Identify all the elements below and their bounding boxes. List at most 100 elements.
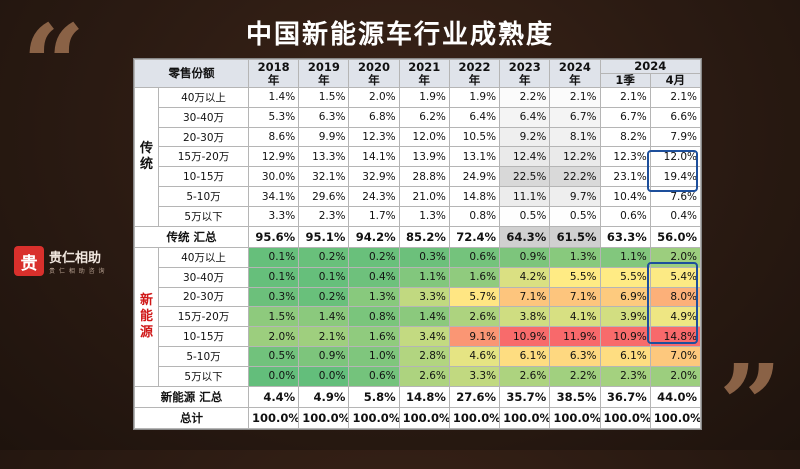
- header-row-1: 零售份额 2018 年 2019 年 2020 年 2021 年 2022 年 2023 年 2024 年 2…: [134, 59, 702, 88]
- total-cell: 100.0%: [298, 406, 350, 430]
- data-cell: 2.0%: [247, 326, 300, 348]
- header-year: 2019 年: [298, 59, 350, 88]
- data-cell: 14.8%: [649, 326, 702, 348]
- data-cell: 1.1%: [398, 266, 450, 288]
- data-cell: 2.3%: [599, 365, 651, 387]
- header-year: 2020 年: [348, 59, 400, 88]
- summary-cell: 5.8%: [348, 385, 400, 408]
- data-cell: 11.9%: [549, 326, 601, 348]
- data-cell: 9.7%: [549, 186, 601, 207]
- data-cell: 0.9%: [298, 346, 350, 367]
- data-cell: 0.6%: [348, 365, 400, 387]
- data-cell: 2.6%: [499, 365, 551, 387]
- data-cell: 6.7%: [599, 106, 651, 128]
- summary-row: 传统 汇总 95.6% 95.1% 94.2% 85.2% 72.4% 64.3% 61.5%…: [134, 225, 702, 248]
- brand-logo: 贵 贵仁相助 贵 仁 相 助 咨 询: [14, 246, 106, 276]
- table-row: 5万以下 0.0% 0.0% 0.6% 2.6% 3.3% 2.6% 2.2% 2.3% 2.0%: [135, 365, 702, 387]
- header-year: 2022 年: [448, 59, 501, 88]
- row-label: 40万以上: [158, 87, 249, 108]
- summary-cell: 63.3%: [599, 225, 651, 248]
- row-label: 30-40万: [158, 106, 249, 128]
- data-cell: 6.3%: [549, 346, 601, 367]
- row-label: 40万以上: [158, 246, 249, 268]
- data-cell: 4.1%: [549, 306, 601, 328]
- data-cell: 6.4%: [499, 106, 551, 128]
- data-cell: 1.9%: [448, 87, 501, 108]
- summary-cell: 95.6%: [247, 225, 300, 248]
- data-cell: 12.3%: [348, 126, 400, 148]
- data-cell: 1.3%: [398, 205, 450, 227]
- data-cell: 0.5%: [499, 205, 551, 227]
- table-row: 20-30万 8.6% 9.9% 12.3% 12.0% 10.5% 9.2% 8.1% 8.2…: [135, 126, 702, 148]
- row-label: 5-10万: [158, 186, 249, 207]
- summary-cell: 4.4%: [247, 385, 300, 408]
- summary-cell: 4.9%: [298, 385, 350, 408]
- data-cell: 2.6%: [448, 306, 501, 328]
- data-cell: 1.4%: [247, 87, 300, 108]
- data-cell: 3.3%: [247, 205, 300, 227]
- data-cell: 32.1%: [298, 166, 350, 188]
- total-cell: 100.0%: [448, 406, 501, 430]
- total-cell: 100.0%: [398, 406, 450, 430]
- table-row: 15万-20万 1.5% 1.4% 0.8% 1.4% 2.6% 3.8% 4.1% 3.9% 4…: [135, 306, 702, 328]
- summary-label: 传统 汇总: [134, 225, 249, 248]
- total-label: 总计: [134, 406, 249, 430]
- data-cell: 12.4%: [499, 146, 551, 168]
- summary-cell: 14.8%: [398, 385, 450, 408]
- data-cell: 8.6%: [247, 126, 300, 148]
- total-cell: 100.0%: [649, 406, 702, 430]
- logo-subtitle: 贵 仁 相 助 咨 询: [49, 268, 106, 275]
- data-cell: 23.1%: [599, 166, 651, 188]
- data-cell: 6.2%: [398, 106, 450, 128]
- data-cell: 2.0%: [649, 365, 702, 387]
- table-row: 5-10万 34.1% 29.6% 24.3% 21.0% 14.8% 11.1% 9.7% 1…: [135, 186, 702, 207]
- data-cell: 5.3%: [247, 106, 300, 128]
- data-cell: 0.5%: [549, 205, 601, 227]
- data-cell: 0.3%: [247, 286, 300, 308]
- data-cell: 0.8%: [348, 306, 400, 328]
- total-cell: 100.0%: [499, 406, 551, 430]
- header-year: 2024 年: [549, 59, 601, 88]
- summary-cell: 64.3%: [499, 225, 551, 248]
- data-cell: 5.5%: [549, 266, 601, 288]
- data-cell: 1.6%: [348, 326, 400, 348]
- table-row: 30-40万 5.3% 6.3% 6.8% 6.2% 6.4% 6.4% 6.7% 6.7% 6.…: [135, 106, 702, 128]
- data-cell: 2.2%: [549, 365, 601, 387]
- table-row: 传统 40万以上 1.4% 1.5% 2.0% 1.9% 1.9% 2.2% 2.1% 2.1% 2…: [134, 87, 702, 227]
- data-cell: 3.3%: [448, 365, 501, 387]
- data-cell: 4.6%: [448, 346, 501, 367]
- highlight-box-traditional: [647, 150, 698, 192]
- table-row: 10-15万 2.0% 2.1% 1.6% 3.4% 9.1% 10.9% 11.9% 10.9…: [135, 326, 702, 348]
- table-row: 5万以下 3.3% 2.3% 1.7% 1.3% 0.8% 0.5% 0.5% 0.6% 0.4%: [135, 205, 702, 227]
- data-cell: 1.6%: [448, 266, 501, 288]
- data-cell: 6.3%: [298, 106, 350, 128]
- row-label: 10-15万: [158, 326, 249, 348]
- data-cell: 1.9%: [398, 87, 450, 108]
- logo-mark: 贵: [14, 246, 44, 276]
- data-cell: 0.4%: [649, 205, 702, 227]
- table-row: 30-40万 0.1% 0.1% 0.4% 1.1% 1.6% 4.2% 5.5% 5.5% 5.…: [135, 266, 702, 288]
- data-cell: 2.1%: [298, 326, 350, 348]
- data-cell: 2.1%: [649, 87, 702, 108]
- data-cell: 6.7%: [549, 106, 601, 128]
- data-cell: 0.8%: [448, 205, 501, 227]
- data-cell: 12.0%: [398, 126, 450, 148]
- data-cell: 13.3%: [298, 146, 350, 168]
- total-cell: 100.0%: [599, 406, 651, 430]
- header-2024-sub: 4月: [649, 73, 702, 88]
- data-cell: 8.2%: [599, 126, 651, 148]
- data-cell: 7.0%: [649, 346, 702, 367]
- summary-cell: 36.7%: [599, 385, 651, 408]
- data-cell: 10.9%: [599, 326, 651, 348]
- header-corner: 零售份额: [134, 59, 249, 88]
- data-cell: 28.8%: [398, 166, 450, 188]
- data-cell: 0.1%: [247, 266, 300, 288]
- row-label: 15万-20万: [158, 306, 249, 328]
- data-cell: 0.6%: [599, 205, 651, 227]
- row-label: 5-10万: [158, 346, 249, 367]
- summary-cell: 44.0%: [649, 385, 702, 408]
- data-cell: 13.9%: [398, 146, 450, 168]
- data-cell: 1.5%: [298, 87, 350, 108]
- data-cell: 8.0%: [649, 286, 702, 308]
- data-cell: 0.3%: [398, 246, 450, 268]
